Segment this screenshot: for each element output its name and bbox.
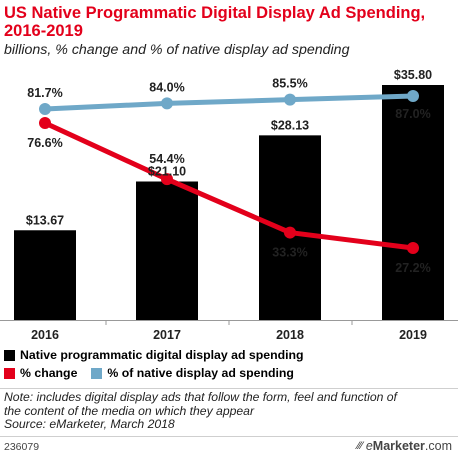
legend-row-2: % change % of native display ad spending [4, 364, 454, 382]
note-line-2: the content of the media on which they a… [4, 403, 255, 418]
change-label-2019: 27.2% [395, 261, 430, 275]
note-line-1: Note: includes digital display ads that … [4, 390, 397, 404]
legend-item-spending: Native programmatic digital display ad s… [4, 347, 304, 363]
x-tick-label-2017: 2017 [153, 328, 181, 342]
legend-label-spending: Native programmatic digital display ad s… [20, 348, 304, 362]
legend-item-share: % of native display ad spending [91, 365, 294, 381]
brand-e: e [365, 439, 373, 453]
share-label-2018: 85.5% [272, 77, 307, 91]
legend-swatch-share [91, 367, 103, 379]
chart-note: Note: includes digital display ads that … [4, 390, 456, 432]
source-line: Source: eMarketer, March 2018 [4, 417, 175, 432]
lines-layer [39, 90, 419, 254]
brand-name: Marketer [372, 439, 425, 453]
share-line [44, 93, 414, 112]
labels-layer: $13.67 $21.10 $28.13 $35.80 2016 2017 2018 2019… [26, 68, 432, 342]
change-label-2017: 54.4% [149, 152, 184, 166]
change-point-2017 [161, 173, 173, 186]
share-point-2019 [407, 90, 419, 102]
brand-mark-icon: ⁄⁄⁄ [357, 440, 363, 452]
emarketer-logo: ⁄⁄⁄ e Marketer .com [357, 439, 452, 453]
bar-label-2017: $21.10 [148, 164, 186, 178]
share-point-2018 [284, 93, 296, 106]
bar-2016 [14, 230, 76, 320]
legend-label-change: % change [20, 366, 78, 380]
change-point-2019 [407, 242, 419, 254]
x-tick-label-2018: 2018 [276, 328, 304, 342]
legend-row-1: Native programmatic digital display ad s… [4, 346, 454, 364]
bar-2019 [382, 85, 444, 320]
share-point-2017 [161, 97, 173, 110]
footer-divider [0, 436, 458, 437]
change-point-2018 [284, 226, 296, 239]
chart-title: US Native Programmatic Digital Display A… [4, 4, 454, 40]
chart-legend: Native programmatic digital display ad s… [4, 346, 454, 382]
brand-tld: .com [424, 439, 452, 453]
x-tick-label-2019: 2019 [399, 328, 427, 342]
change-label-2016: 76.6% [27, 136, 62, 150]
legend-label-share: % of native display ad spending [107, 366, 294, 380]
legend-item-change: % change [4, 365, 77, 381]
share-label-2019: 87.0% [395, 107, 430, 121]
legend-swatch-change [4, 367, 15, 379]
note-divider [0, 388, 458, 389]
chart-id: 236079 [4, 441, 40, 453]
chart-subtitle: billions, % change and % of native displ… [4, 42, 350, 58]
chart-title-line-2: 2016-2019 [4, 22, 83, 40]
legend-swatch-spending [4, 349, 15, 361]
change-line [43, 120, 414, 251]
share-label-2017: 84.0% [149, 80, 184, 94]
bar-label-2019: $35.80 [394, 68, 432, 82]
bar-2017 [136, 181, 198, 320]
share-label-2016: 81.7% [27, 86, 62, 100]
chart-plot: $13.67 $21.10 $28.13 $35.80 2016 2017 2018 2019… [0, 68, 458, 342]
bar-label-2016: $13.67 [26, 213, 64, 227]
change-point-2016 [39, 117, 51, 129]
chart-title-line-1: US Native Programmatic Digital Display A… [4, 4, 426, 22]
share-point-2016 [39, 103, 51, 115]
bar-label-2018: $28.13 [271, 118, 309, 132]
change-label-2018: 33.3% [272, 246, 307, 260]
x-tick-label-2016: 2016 [31, 328, 59, 342]
